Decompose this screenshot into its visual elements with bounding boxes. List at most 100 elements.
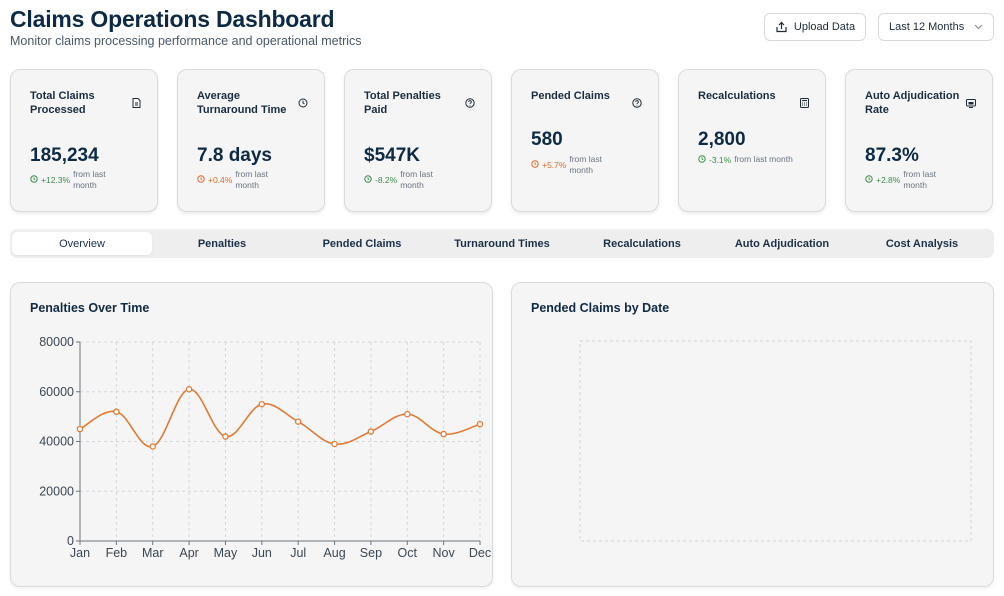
x-tick-label: Nov xyxy=(433,546,456,560)
metric-label: Total Claims Processed xyxy=(30,90,95,116)
metric-change: +2.8% from last month xyxy=(865,169,947,191)
pended-claims-chart xyxy=(579,340,972,542)
metric-label: Average Turnaround Time xyxy=(197,90,287,116)
trend-icon xyxy=(364,175,372,185)
metric-card-pended-claims: Pended Claims 580 +5.7% from last month xyxy=(511,69,659,212)
y-tick-label: 0 xyxy=(67,534,74,548)
penalties-chart-title: Penalties Over Time xyxy=(30,301,150,315)
data-point xyxy=(367,428,375,435)
y-tick-label: 40000 xyxy=(39,435,74,449)
data-point xyxy=(76,425,84,433)
data-point xyxy=(476,420,484,428)
metric-value: 580 xyxy=(531,129,563,150)
chevron-down-icon xyxy=(974,24,983,30)
penalties-series-line xyxy=(79,388,481,448)
metric-change-note: from last month xyxy=(235,169,268,190)
help-circle-icon xyxy=(632,95,642,113)
pended-claims-title: Pended Claims by Date xyxy=(531,301,670,315)
metric-change: -8.2% from last month xyxy=(364,169,444,191)
trend-icon xyxy=(30,175,38,185)
period-select[interactable]: Last 12 Months xyxy=(878,13,994,41)
period-select-label: Last 12 Months xyxy=(889,21,965,33)
x-tick-label: Jun xyxy=(252,546,272,560)
x-tick-label: Oct xyxy=(398,546,418,560)
page-title: Claims Operations Dashboard xyxy=(10,6,335,32)
x-tick-label: Aug xyxy=(323,546,345,560)
tab-overview[interactable]: Overview xyxy=(12,232,152,255)
metric-change-pct: -3.1% xyxy=(709,154,732,165)
data-point xyxy=(258,400,266,408)
tab-pended-claims[interactable]: Pended Claims xyxy=(322,237,402,250)
data-point xyxy=(185,386,193,393)
metric-card-total-claims: Total Claims Processed 185,234 +12.3% from … xyxy=(10,69,158,212)
metric-card-recalculations: Recalculations 2,800 -3.1% from last month xyxy=(678,69,826,212)
metric-change: +12.3% from last month xyxy=(30,169,117,191)
metric-change-note: from last month xyxy=(734,154,793,164)
calculator-icon xyxy=(800,95,809,113)
data-point xyxy=(404,410,411,418)
trend-icon xyxy=(865,175,873,185)
upload-data-button[interactable]: Upload Data xyxy=(764,13,866,41)
metric-change-note: from last month xyxy=(903,169,936,190)
x-tick-label: Jan xyxy=(70,546,90,560)
x-tick-label: Dec xyxy=(469,546,491,560)
penalties-chart-panel: Penalties Over Time 0 20000 40000 60000 8000… xyxy=(10,282,493,587)
pended-claims-panel: Pended Claims by Date xyxy=(511,282,994,587)
x-tick-label: Jul xyxy=(290,546,306,560)
metric-value: $547K xyxy=(364,145,420,166)
trend-icon xyxy=(531,160,539,170)
y-tick-label: 20000 xyxy=(39,484,74,498)
data-point xyxy=(331,440,338,448)
metric-change: -3.1% from last month xyxy=(698,154,793,165)
x-tick-label: Sep xyxy=(360,546,382,560)
tab-penalties[interactable]: Penalties xyxy=(197,237,247,250)
metric-value: 87.3% xyxy=(865,145,919,166)
upload-icon xyxy=(775,21,788,33)
clock-icon xyxy=(298,95,308,113)
metric-change-note: from last month xyxy=(569,154,602,175)
metric-value: 2,800 xyxy=(698,129,746,150)
data-point xyxy=(113,408,120,415)
tab-auto-adjudication[interactable]: Auto Adjudication xyxy=(734,237,830,250)
tab-recalculations[interactable]: Recalculations xyxy=(603,237,681,250)
metric-change-pct: +5.7% xyxy=(542,160,567,170)
metric-label: Auto Adjudication Rate xyxy=(865,90,960,116)
metric-value: 7.8 days xyxy=(197,145,272,166)
metric-label: Total Penalties Paid xyxy=(364,90,441,116)
x-tick-label: Mar xyxy=(142,546,164,560)
metric-label: Recalculations xyxy=(698,90,776,102)
data-point xyxy=(222,433,229,440)
metric-label: Pended Claims xyxy=(531,90,610,102)
tab-turnaround-times[interactable]: Turnaround Times xyxy=(454,237,550,250)
metric-card-auto-adjudication: Auto Adjudication Rate 87.3% +2.8% from las… xyxy=(845,69,993,212)
monitor-icon xyxy=(966,95,976,113)
metric-change-pct: +12.3% xyxy=(41,175,71,185)
y-tick-label: 60000 xyxy=(39,385,74,399)
metric-card-turnaround-time: Average Turnaround Time 7.8 days +0.4% from… xyxy=(177,69,325,212)
y-tick-label: 80000 xyxy=(39,335,74,349)
metric-card-total-penalties: Total Penalties Paid $547K -8.2% from last … xyxy=(344,69,492,212)
x-tick-label: Feb xyxy=(106,546,128,560)
upload-data-label: Upload Data xyxy=(793,21,856,33)
data-point xyxy=(294,418,302,425)
empty-plot-area xyxy=(579,340,972,542)
trend-icon xyxy=(698,154,706,165)
metric-change: +0.4% from last month xyxy=(197,169,279,191)
penalties-line-chart: 0 20000 40000 60000 80000 Jan Feb Mar Apr May Jun J… xyxy=(39,335,491,560)
metric-change-note: from last month xyxy=(400,169,433,190)
metric-value: 185,234 xyxy=(30,145,99,166)
trend-icon xyxy=(197,175,205,185)
metric-change-pct: +0.4% xyxy=(208,175,233,185)
data-point xyxy=(440,430,447,438)
x-tick-label: May xyxy=(214,546,238,560)
document-icon xyxy=(132,95,141,113)
page-subtitle: Monitor claims processing performance an… xyxy=(10,34,362,48)
data-point xyxy=(149,443,156,450)
metric-change-note: from last month xyxy=(73,169,106,190)
metric-change-pct: -8.2% xyxy=(375,175,398,185)
tab-cost-analysis[interactable]: Cost Analysis xyxy=(885,237,959,250)
metric-change: +5.7% from last month xyxy=(531,154,613,176)
help-circle-icon xyxy=(465,95,475,113)
tab-bar: Overview Penalties Pended Claims Turnaround… xyxy=(10,229,994,258)
metric-change-pct: +2.8% xyxy=(876,175,901,185)
